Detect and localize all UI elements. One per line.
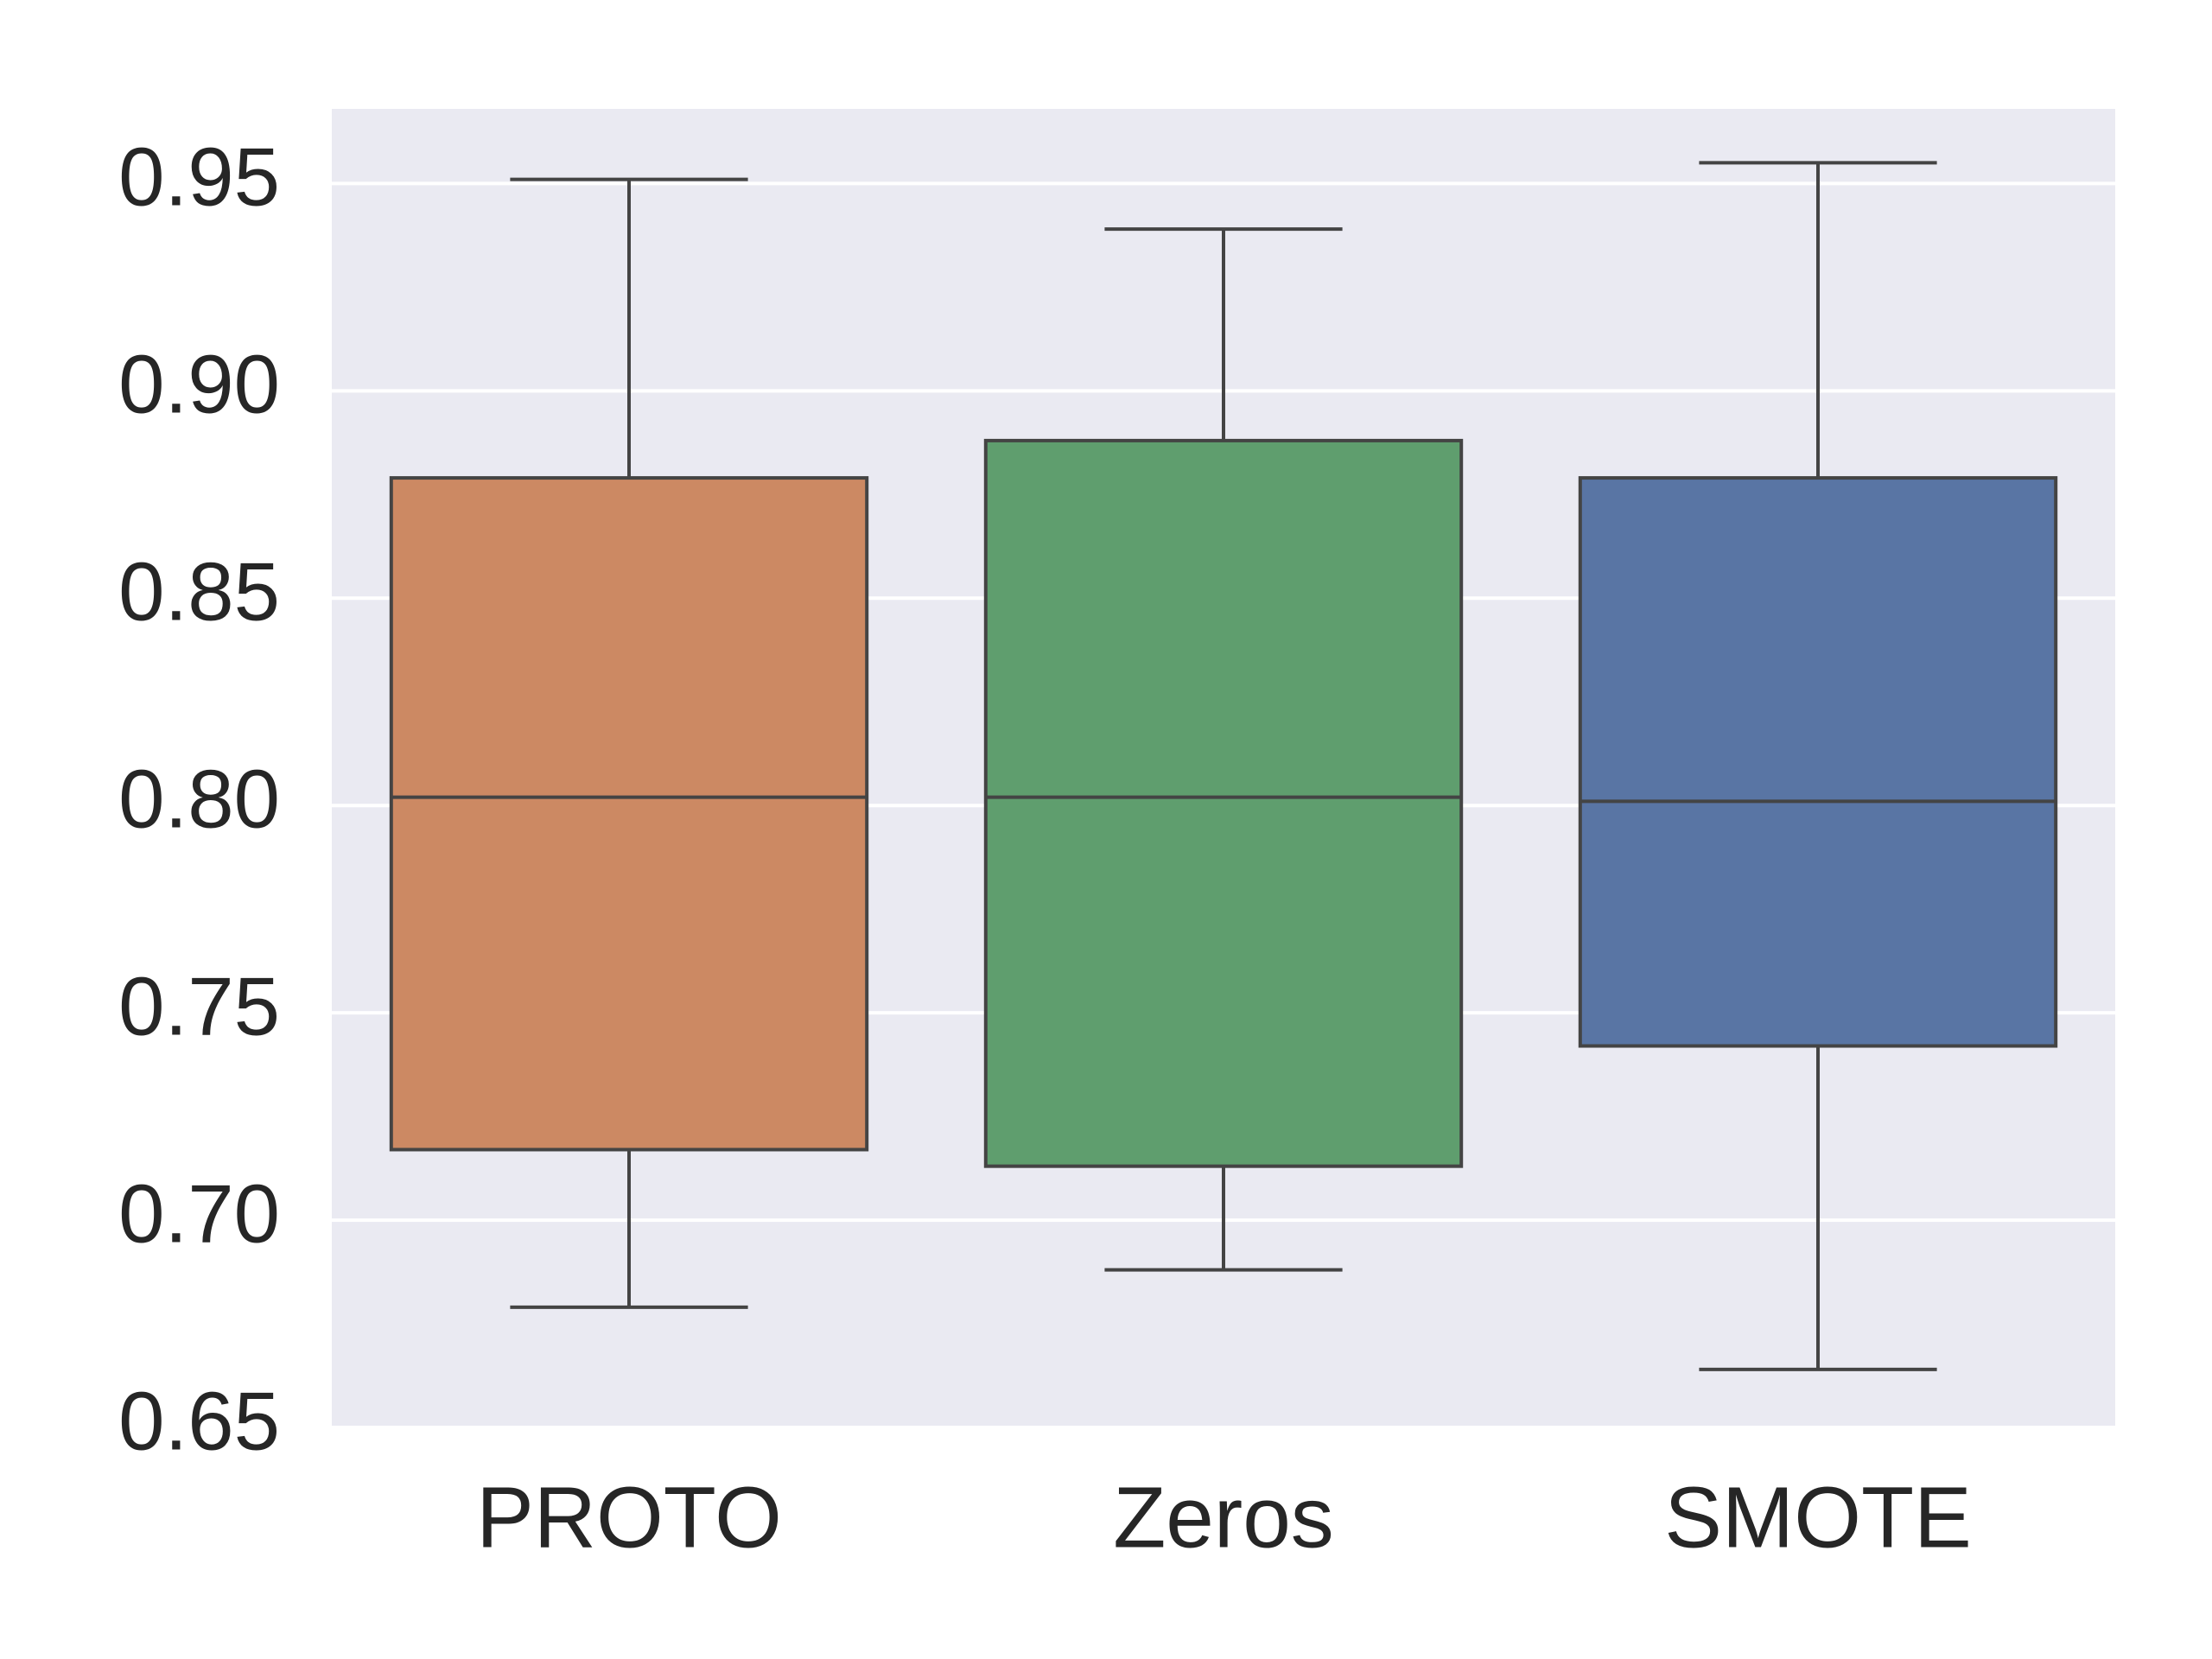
boxes <box>389 161 2058 1371</box>
y-tick-label: 0.75 <box>118 960 280 1052</box>
iqr-box <box>1578 476 2058 1048</box>
iqr-box <box>389 476 869 1152</box>
y-tick-label: 0.90 <box>118 339 280 431</box>
box-zeros <box>983 227 1464 1272</box>
y-tick-label: 0.95 <box>118 131 280 224</box>
y-tick-label: 0.85 <box>118 546 280 639</box>
iqr-box <box>983 438 1464 1168</box>
box-smote <box>1578 161 2058 1371</box>
y-tick-label: 0.70 <box>118 1167 280 1260</box>
x-category-label: SMOTE <box>1664 1469 1972 1566</box>
x-category-label: Zeros <box>1113 1469 1334 1566</box>
x-category-label: PROTO <box>476 1469 782 1566</box>
box-proto <box>389 177 869 1309</box>
y-tick-label: 0.65 <box>118 1375 280 1467</box>
x-axis-category-labels: PROTO Zeros SMOTE <box>476 1469 1972 1566</box>
y-axis-tick-labels: 0.65 0.70 0.75 0.80 0.85 0.90 0.95 <box>118 131 280 1468</box>
y-tick-label: 0.80 <box>118 753 280 846</box>
